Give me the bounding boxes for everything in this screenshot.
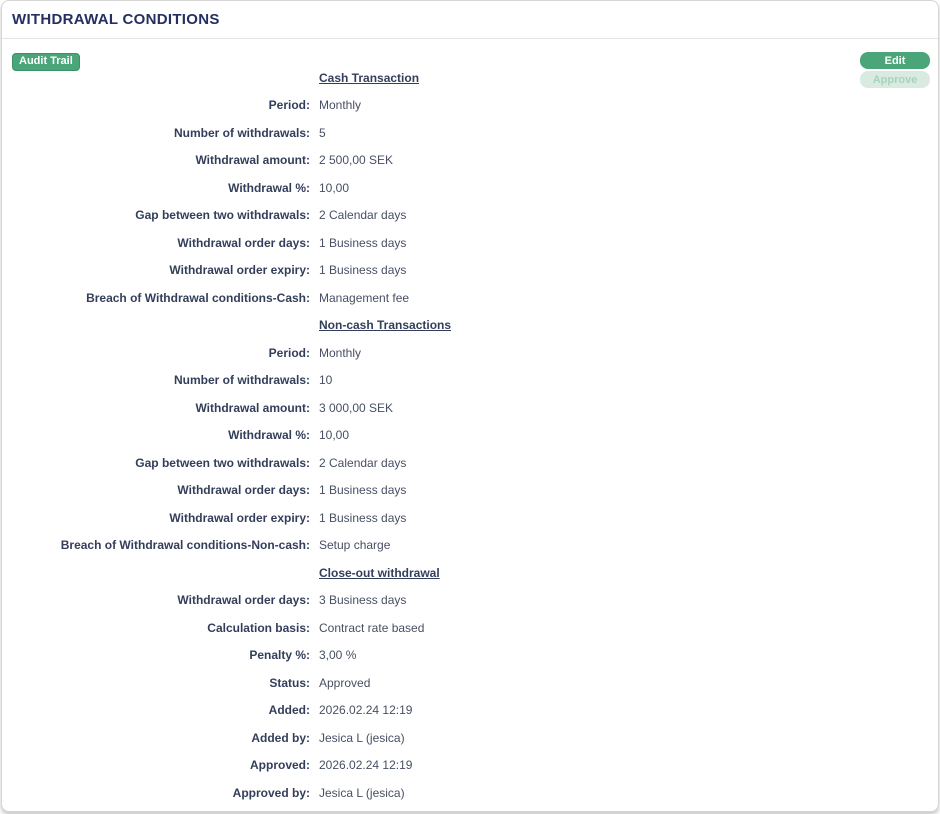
approve-button[interactable]: Approve	[860, 71, 930, 88]
field-label: Withdrawal amount:	[195, 153, 310, 168]
section: Cash Transaction Period: Monthly Number …	[2, 64, 938, 312]
field-row: Withdrawal order days: 3 Business days	[2, 587, 938, 615]
field-label: Breach of Withdrawal conditions-Non-cash…	[60, 538, 310, 553]
field-value: Approved	[319, 675, 371, 690]
field-row: Approved: 2026.02.24 12:19	[2, 752, 938, 780]
conditions-content: Cash Transaction Period: Monthly Number …	[2, 64, 938, 807]
section-heading-row: Close-out withdrawal	[2, 559, 938, 587]
field-value: 2 Calendar days	[319, 208, 407, 223]
field-row: Penalty %: 3,00 %	[2, 642, 938, 670]
edit-button[interactable]: Edit	[860, 52, 930, 69]
field-label: Withdrawal order days:	[177, 593, 310, 608]
field-value: 2 Calendar days	[319, 455, 407, 470]
field-value: Management fee	[319, 290, 410, 305]
field-row: Breach of Withdrawal conditions-Non-cash…	[2, 532, 938, 560]
field-label: Status:	[269, 675, 310, 690]
section-heading: Non-cash Transactions	[319, 318, 452, 333]
field-row: Withdrawal %: 10,00	[2, 422, 938, 450]
field-value: 3,00 %	[319, 648, 357, 663]
field-value: 2026.02.24 12:19	[319, 758, 413, 773]
field-label: Withdrawal amount:	[195, 400, 310, 415]
field-label: Breach of Withdrawal conditions-Cash:	[86, 290, 310, 305]
field-label: Approved:	[250, 758, 310, 773]
field-value: 3 Business days	[319, 593, 407, 608]
field-row: Period: Monthly	[2, 92, 938, 120]
field-row: Gap between two withdrawals: 2 Calendar …	[2, 202, 938, 230]
field-row: Approved by: Jesica L (jesica)	[2, 779, 938, 807]
field-row: Gap between two withdrawals: 2 Calendar …	[2, 449, 938, 477]
field-label: Withdrawal order days:	[177, 235, 310, 250]
field-label: Period:	[268, 345, 310, 360]
field-value: 5	[319, 125, 326, 140]
section-heading: Cash Transaction	[319, 70, 420, 85]
field-row: Withdrawal order expiry: 1 Business days	[2, 504, 938, 532]
field-value: Contract rate based	[319, 620, 425, 635]
field-value: Monthly	[319, 345, 362, 360]
field-label: Added by:	[251, 730, 310, 745]
section-heading-row: Cash Transaction	[2, 64, 938, 92]
panel-header: WITHDRAWAL CONDITIONS	[2, 1, 938, 39]
field-label: Withdrawal order expiry:	[169, 510, 310, 525]
field-row: Number of withdrawals: 10	[2, 367, 938, 395]
field-value: 1 Business days	[319, 263, 407, 278]
field-value: 1 Business days	[319, 510, 407, 525]
field-label: Approved by:	[232, 785, 310, 800]
field-value: Monthly	[319, 98, 362, 113]
field-label: Period:	[268, 98, 310, 113]
field-value: 3 000,00 SEK	[319, 400, 394, 415]
field-label: Penalty %:	[249, 648, 310, 663]
section: Non-cash Transactions Period: Monthly Nu…	[2, 312, 938, 560]
field-row: Added: 2026.02.24 12:19	[2, 697, 938, 725]
field-row: Withdrawal amount: 2 500,00 SEK	[2, 147, 938, 175]
field-row: Calculation basis: Contract rate based	[2, 614, 938, 642]
field-label: Withdrawal order expiry:	[169, 263, 310, 278]
field-row: Status: Approved	[2, 669, 938, 697]
field-value: 10,00	[319, 180, 350, 195]
field-label: Added:	[268, 703, 310, 718]
field-row: Breach of Withdrawal conditions-Cash: Ma…	[2, 284, 938, 312]
field-label: Number of withdrawals:	[173, 125, 310, 140]
field-label: Withdrawal order days:	[177, 483, 310, 498]
field-label: Calculation basis:	[207, 620, 310, 635]
field-value: Setup charge	[319, 538, 391, 553]
section-heading: Close-out withdrawal	[319, 565, 440, 580]
action-buttons: Edit Approve	[860, 52, 930, 88]
field-label: Withdrawal %:	[228, 428, 310, 443]
field-value: 10	[319, 373, 333, 388]
field-value: 10,00	[319, 428, 350, 443]
field-row: Withdrawal amount: 3 000,00 SEK	[2, 394, 938, 422]
field-value: Jesica L (jesica)	[319, 730, 405, 745]
field-value: 2026.02.24 12:19	[319, 703, 413, 718]
field-label: Gap between two withdrawals:	[135, 455, 310, 470]
field-row: Withdrawal order expiry: 1 Business days	[2, 257, 938, 285]
audit-trail-button[interactable]: Audit Trail	[12, 53, 80, 71]
field-label: Gap between two withdrawals:	[135, 208, 310, 223]
field-label: Number of withdrawals:	[173, 373, 310, 388]
section: Close-out withdrawal Withdrawal order da…	[2, 559, 938, 807]
field-row: Withdrawal %: 10,00	[2, 174, 938, 202]
field-row: Number of withdrawals: 5	[2, 119, 938, 147]
section-heading-row: Non-cash Transactions	[2, 312, 938, 340]
page-title: WITHDRAWAL CONDITIONS	[12, 11, 220, 28]
field-row: Withdrawal order days: 1 Business days	[2, 229, 938, 257]
field-value: 1 Business days	[319, 483, 407, 498]
field-row: Added by: Jesica L (jesica)	[2, 724, 938, 752]
field-row: Withdrawal order days: 1 Business days	[2, 477, 938, 505]
field-row: Period: Monthly	[2, 339, 938, 367]
field-label: Withdrawal %:	[228, 180, 310, 195]
field-value: Jesica L (jesica)	[319, 785, 405, 800]
field-value: 1 Business days	[319, 235, 407, 250]
field-value: 2 500,00 SEK	[319, 153, 394, 168]
